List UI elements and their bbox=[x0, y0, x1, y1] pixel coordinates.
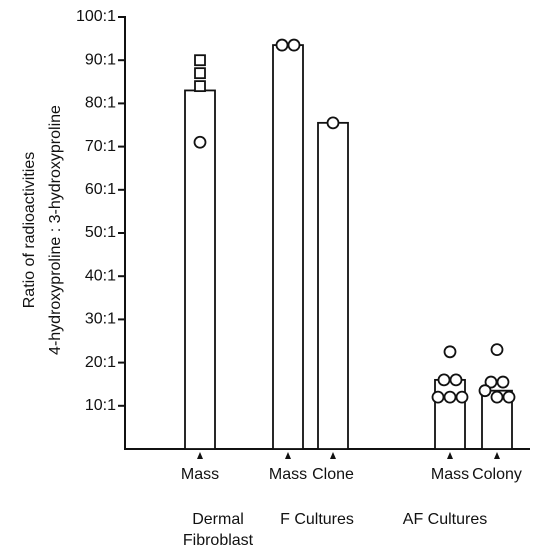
y-tick-label: 70:1 bbox=[85, 138, 116, 155]
group-label: Dermal bbox=[192, 511, 244, 528]
circle-point bbox=[431, 390, 445, 404]
circle-point bbox=[449, 373, 463, 387]
bar bbox=[272, 44, 304, 450]
circle-point bbox=[326, 116, 340, 130]
category-arrow bbox=[447, 452, 453, 459]
y-tick-label: 30:1 bbox=[85, 311, 116, 328]
y-label-line: 4-hydroxyproline : 3-hydroxyproline bbox=[47, 105, 64, 355]
x-tick-label: Colony bbox=[472, 466, 522, 483]
bar bbox=[434, 378, 466, 450]
circle-point bbox=[478, 384, 492, 398]
category-arrow bbox=[197, 452, 203, 459]
y-tick-label: 100:1 bbox=[76, 8, 116, 25]
y-label-line: Ratio of radioactivities bbox=[21, 152, 38, 309]
bar bbox=[184, 89, 216, 450]
square-point bbox=[194, 54, 206, 67]
y-tick-label: 60:1 bbox=[85, 181, 116, 198]
circle-point bbox=[496, 375, 510, 389]
y-tick-label: 40:1 bbox=[85, 267, 116, 284]
y-tick-label: 50:1 bbox=[85, 224, 116, 241]
circle-point bbox=[287, 38, 301, 52]
x-tick-label: Mass bbox=[269, 466, 307, 483]
group-label: Fibroblast bbox=[183, 532, 254, 549]
bar bbox=[317, 121, 349, 450]
circle-point bbox=[443, 345, 457, 359]
y-tick-label: 80:1 bbox=[85, 95, 116, 112]
category-arrow bbox=[330, 452, 336, 459]
x-tick-label: Mass bbox=[181, 466, 219, 483]
circle-point bbox=[193, 135, 207, 149]
circle-point bbox=[490, 390, 504, 404]
circle-point bbox=[490, 343, 504, 357]
circle-point bbox=[437, 373, 451, 387]
circle-point bbox=[275, 38, 289, 52]
group-label: AF Cultures bbox=[403, 511, 487, 528]
x-tick-label: Mass bbox=[431, 466, 469, 483]
y-tick-label: 20:1 bbox=[85, 354, 116, 371]
square-point bbox=[194, 80, 206, 93]
y-axis-label: Ratio of radioactivities 4-hydroxyprolin… bbox=[21, 105, 64, 355]
circle-point bbox=[455, 390, 469, 404]
circle-point bbox=[484, 375, 498, 389]
circle-point bbox=[443, 390, 457, 404]
y-tick-label: 90:1 bbox=[85, 51, 116, 68]
x-tick-label: Clone bbox=[312, 466, 354, 483]
square-point bbox=[194, 67, 206, 80]
category-arrow bbox=[494, 452, 500, 459]
circle-point bbox=[502, 390, 516, 404]
group-label: F Cultures bbox=[280, 511, 354, 528]
y-tick-label: 10:1 bbox=[85, 397, 116, 414]
category-arrow bbox=[285, 452, 291, 459]
